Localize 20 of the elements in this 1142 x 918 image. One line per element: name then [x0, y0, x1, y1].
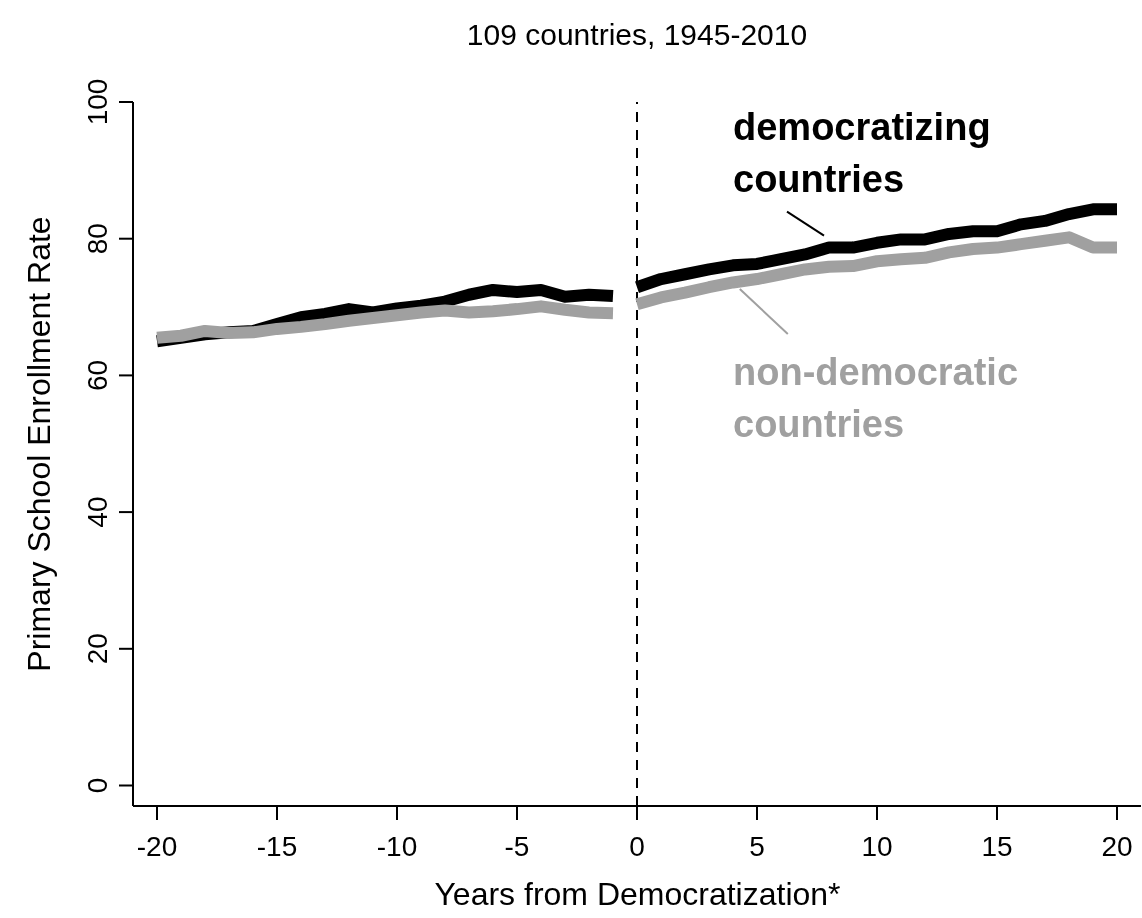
x-tick-label: 20 — [1101, 831, 1133, 862]
x-tick-label: 0 — [629, 831, 645, 862]
y-tick-label: 20 — [82, 633, 113, 665]
y-tick-label: 100 — [82, 78, 113, 126]
x-tick-label: 15 — [981, 831, 1013, 862]
x-tick-label: -5 — [504, 831, 530, 862]
x-tick-label: -20 — [136, 831, 178, 862]
x-axis-title: Years from Democratization* — [434, 876, 841, 912]
series-label: democratizing countries — [733, 106, 991, 200]
legend-label: non-democratic countries — [733, 351, 1019, 445]
x-tick-label: 10 — [861, 831, 893, 862]
y-tick-label: 80 — [82, 223, 113, 255]
x-tick-label: -15 — [256, 831, 298, 862]
x-tick-label: -10 — [376, 831, 418, 862]
y-tick-label: 0 — [82, 777, 113, 794]
chart-title: 109 countries, 1945-2010 — [466, 18, 808, 51]
y-tick-label: 60 — [82, 359, 113, 391]
y-axis-title: Primary School Enrollment Rate — [21, 216, 57, 672]
x-tick-label: 5 — [749, 831, 765, 862]
y-tick-label: 40 — [82, 496, 113, 528]
